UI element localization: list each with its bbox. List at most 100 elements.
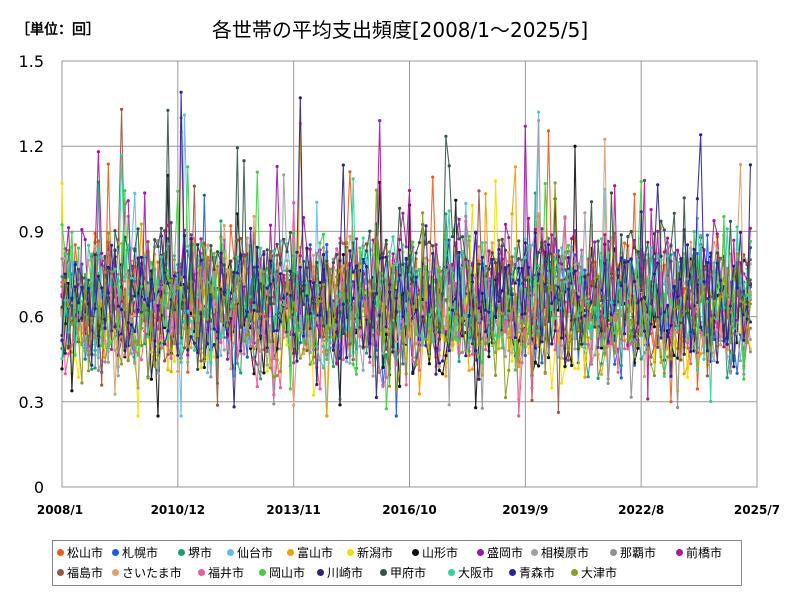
data-point: [292, 231, 296, 235]
data-point: [242, 159, 246, 163]
data-point: [527, 244, 531, 248]
legend-label: 前橋市: [686, 546, 723, 560]
data-point: [712, 359, 716, 363]
data-point: [348, 361, 352, 365]
data-point: [348, 249, 352, 253]
data-point: [354, 309, 359, 313]
legend-item: 川崎市: [317, 564, 363, 581]
data-point: [120, 107, 124, 111]
data-point: [450, 338, 455, 342]
data-point: [321, 283, 326, 287]
data-point: [517, 257, 521, 261]
legend-label: 相模原市: [541, 546, 590, 560]
data-point: [67, 226, 71, 230]
data-point: [206, 342, 210, 346]
data-point: [523, 241, 527, 245]
data-point: [318, 358, 322, 362]
data-point: [371, 325, 375, 329]
data-point: [652, 374, 657, 378]
data-point: [298, 265, 302, 269]
data-point: [623, 332, 627, 336]
data-point: [662, 374, 666, 378]
data-point: [96, 150, 100, 154]
data-point: [523, 345, 527, 349]
data-point: [441, 359, 445, 363]
data-point: [335, 320, 339, 324]
data-point: [176, 353, 180, 357]
data-point: [573, 144, 577, 148]
data-point: [331, 364, 335, 369]
data-point: [437, 308, 441, 312]
data-point: [96, 324, 100, 328]
data-point: [444, 339, 448, 343]
data-point: [484, 192, 488, 196]
data-point: [543, 282, 547, 286]
legend-swatch: [380, 569, 387, 576]
data-point: [371, 374, 375, 378]
data-point: [156, 414, 160, 418]
data-point: [73, 260, 77, 264]
data-point: [563, 250, 567, 254]
data-point: [318, 241, 322, 245]
data-point: [113, 229, 117, 233]
data-point: [371, 330, 375, 334]
data-point: [381, 252, 385, 256]
data-point: [725, 227, 729, 231]
data-point: [83, 357, 87, 361]
data-point: [566, 347, 571, 351]
data-point: [358, 344, 362, 348]
data-point: [566, 269, 571, 274]
data-point: [589, 335, 594, 339]
data-point: [176, 189, 180, 193]
legend-label: 山形市: [422, 546, 459, 560]
data-point: [298, 263, 302, 267]
data-point: [414, 270, 418, 274]
data-point: [83, 272, 87, 277]
data-point: [537, 119, 541, 123]
data-point: [702, 280, 706, 284]
data-point: [374, 328, 378, 332]
data-point: [129, 323, 134, 327]
data-point: [676, 330, 680, 334]
data-point: [427, 354, 431, 358]
data-point: [576, 328, 580, 332]
data-point: [517, 278, 521, 282]
data-point: [649, 208, 653, 212]
data-point: [374, 312, 378, 316]
data-point: [576, 295, 580, 299]
data-point: [398, 206, 402, 210]
data-point: [427, 240, 431, 244]
data-point: [520, 261, 524, 265]
data-point: [623, 241, 627, 245]
data-point: [507, 324, 511, 328]
data-point: [533, 275, 537, 280]
data-point: [116, 304, 120, 308]
data-point: [159, 335, 163, 339]
data-point: [513, 336, 518, 340]
data-point: [252, 357, 256, 361]
data-point: [67, 305, 71, 309]
data-point: [120, 285, 124, 289]
data-point: [676, 305, 680, 309]
data-point: [113, 334, 117, 338]
x-tick-label: 2025/7: [734, 503, 780, 517]
data-point: [166, 329, 170, 333]
data-point: [533, 346, 537, 350]
data-point: [384, 238, 388, 242]
data-point: [407, 188, 412, 193]
data-point: [153, 300, 157, 304]
data-point: [556, 410, 561, 414]
legend-item: 甲府市: [380, 564, 426, 581]
data-point: [417, 267, 421, 271]
data-point: [745, 300, 749, 304]
data-point: [450, 262, 455, 266]
data-point: [470, 280, 474, 284]
data-point: [586, 343, 590, 347]
data-point: [374, 188, 378, 192]
data-point: [652, 325, 657, 329]
data-point: [242, 281, 246, 286]
data-point: [136, 343, 140, 347]
data-point: [460, 235, 465, 239]
data-point: [543, 240, 547, 244]
data-point: [156, 304, 160, 308]
